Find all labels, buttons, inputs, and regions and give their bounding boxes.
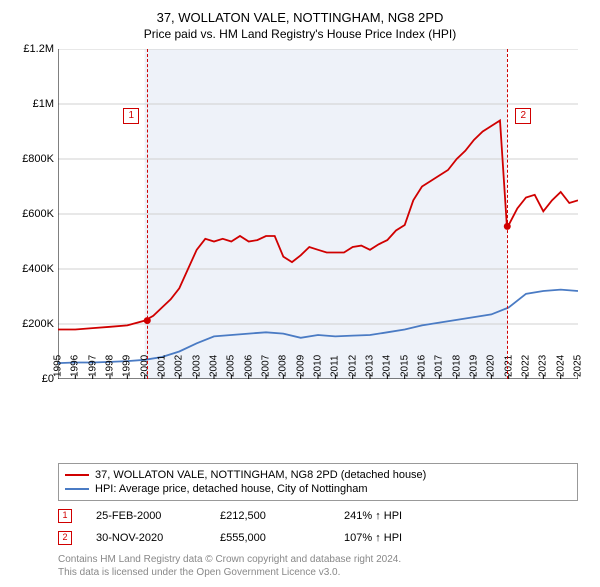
legend: 37, WOLLATON VALE, NOTTINGHAM, NG8 2PD (… [58,463,578,501]
chart-area: £0£200K£400K£600K£800K£1M£1.2M1995199619… [58,49,578,419]
marker-box: 2 [515,108,531,124]
legend-item: HPI: Average price, detached house, City… [65,482,571,496]
x-tick-label: 1995 [53,355,64,379]
footer: Contains HM Land Registry data © Crown c… [58,553,586,579]
event-pct: 107% ↑ HPI [344,532,444,544]
x-tick-label: 2019 [469,355,480,379]
marker-line [147,49,148,379]
y-tick-label: £600K [22,208,58,220]
x-tick-label: 2001 [157,355,168,379]
x-tick-label: 1998 [105,355,116,379]
event-row: 1 25-FEB-2000 £212,500 241% ↑ HPI [58,509,586,523]
x-tick-label: 2023 [538,355,549,379]
x-tick-label: 2009 [295,355,306,379]
y-tick-label: £1.2M [23,43,58,55]
x-tick-label: 2022 [521,355,532,379]
event-list: 1 25-FEB-2000 £212,500 241% ↑ HPI 2 30-NOV-20… [14,509,586,545]
x-tick-label: 1999 [122,355,133,379]
y-tick-label: £1M [33,98,58,110]
x-tick-label: 2013 [365,355,376,379]
x-tick-label: 2000 [139,355,150,379]
marker-line [507,49,508,379]
x-tick-label: 2014 [382,355,393,379]
x-tick-label: 2024 [555,355,566,379]
y-tick-label: £400K [22,263,58,275]
x-tick-label: 2016 [417,355,428,379]
legend-label: HPI: Average price, detached house, City… [95,483,368,495]
x-tick-label: 2015 [399,355,410,379]
x-tick-label: 2017 [434,355,445,379]
event-marker: 2 [58,531,72,545]
x-tick-label: 2004 [209,355,220,379]
event-price: £212,500 [220,510,320,522]
x-tick-label: 2020 [486,355,497,379]
x-tick-label: 2012 [347,355,358,379]
x-tick-label: 2003 [191,355,202,379]
event-marker: 1 [58,509,72,523]
x-tick-label: 2021 [503,355,514,379]
event-row: 2 30-NOV-2020 £555,000 107% ↑ HPI [58,531,586,545]
event-date: 30-NOV-2020 [96,532,196,544]
legend-item: 37, WOLLATON VALE, NOTTINGHAM, NG8 2PD (… [65,468,571,482]
x-tick-label: 2010 [313,355,324,379]
legend-label: 37, WOLLATON VALE, NOTTINGHAM, NG8 2PD (… [95,469,426,481]
x-tick-label: 2011 [330,355,341,379]
event-price: £555,000 [220,532,320,544]
y-tick-label: £200K [22,318,58,330]
x-tick-label: 2008 [278,355,289,379]
legend-swatch [65,488,89,490]
x-tick-label: 2002 [174,355,185,379]
marker-box: 1 [123,108,139,124]
chart-title: 37, WOLLATON VALE, NOTTINGHAM, NG8 2PD [14,10,586,25]
event-pct: 241% ↑ HPI [344,510,444,522]
event-date: 25-FEB-2000 [96,510,196,522]
x-tick-label: 2005 [226,355,237,379]
x-tick-label: 2018 [451,355,462,379]
x-tick-label: 2007 [261,355,272,379]
chart-svg [58,49,578,379]
footer-line-2: This data is licensed under the Open Gov… [58,566,586,579]
x-tick-label: 2025 [573,355,584,379]
chart-subtitle: Price paid vs. HM Land Registry's House … [14,27,586,41]
x-tick-label: 1997 [87,355,98,379]
legend-swatch [65,474,89,476]
y-tick-label: £800K [22,153,58,165]
x-tick-label: 2006 [243,355,254,379]
x-tick-label: 1996 [70,355,81,379]
